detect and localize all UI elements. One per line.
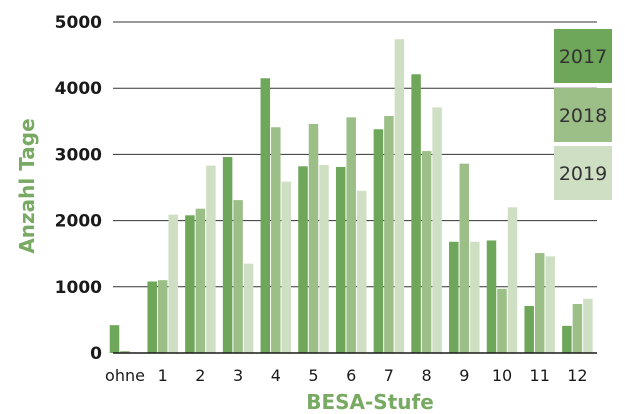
bar-2018-12	[572, 304, 583, 353]
legend-swatch-2019	[554, 146, 612, 200]
x-axis-title: BESA-Stufe	[306, 390, 434, 414]
bar-2017-3	[222, 157, 233, 353]
bar-2019-2	[206, 165, 216, 353]
bar-2017-1	[147, 281, 157, 353]
bar-2017-9	[449, 241, 459, 353]
x-tick-label: 12	[567, 366, 587, 385]
x-tick-label: 5	[308, 366, 318, 385]
y-tick-label: 0	[90, 344, 102, 364]
legend-swatch-2018	[554, 88, 612, 142]
x-tick-label: 1	[158, 366, 168, 385]
bar-2017-6	[335, 166, 346, 353]
bar-2017-2	[185, 215, 195, 353]
bar-2018-4	[271, 127, 281, 354]
bar-2017-11	[524, 305, 534, 353]
bar-2017-12	[562, 325, 572, 353]
bar-2019-1	[168, 214, 178, 353]
legend-swatch-2017	[554, 29, 612, 83]
bar-2018-2	[195, 208, 206, 353]
bar-2019-8	[432, 107, 442, 353]
bar-2017-5	[298, 166, 308, 353]
y-tick-label: 1000	[55, 278, 102, 298]
bar-2018-11	[534, 253, 545, 353]
y-tick-label: 2000	[55, 212, 102, 232]
y-tick-label: 4000	[55, 79, 102, 99]
y-tick-label: 5000	[55, 13, 102, 33]
bar-2019-9	[470, 241, 480, 353]
bar-2017-10	[486, 240, 497, 353]
x-tick-label: 10	[492, 366, 512, 385]
bar-2019-7	[394, 39, 405, 353]
x-tick-label: 4	[271, 366, 281, 385]
bar-2018-3	[233, 200, 243, 353]
y-tick-label: 3000	[55, 145, 102, 165]
bar-2019-10	[507, 207, 518, 353]
x-tick-label: 11	[530, 366, 550, 385]
x-tick-label: 7	[384, 366, 394, 385]
bar-2019-12	[583, 298, 593, 353]
y-axis-title: Anzahl Tage	[15, 118, 39, 253]
x-tick-label: ohne	[105, 366, 145, 385]
bar-2017-8	[411, 74, 421, 353]
y-tick-labels: 0 1000 2000 3000 4000 5000	[55, 13, 102, 364]
bar-2018-ohne	[120, 351, 130, 353]
legend-label: 2018	[559, 105, 607, 127]
x-tick-label: 9	[459, 366, 469, 385]
x-tick-label: 3	[233, 366, 243, 385]
bar-2017-4	[260, 78, 271, 354]
bar-2018-8	[421, 151, 432, 353]
x-tick-label: 2	[195, 366, 205, 385]
bar-2018-10	[497, 288, 507, 353]
bar-2018-9	[459, 163, 470, 353]
bars	[109, 39, 593, 354]
bar-2019-3	[243, 263, 254, 353]
bar-2018-7	[384, 116, 394, 353]
bar-2019-11	[545, 256, 555, 353]
bar-2017-ohne	[109, 325, 120, 353]
bar-2017-7	[373, 129, 384, 353]
legend: 2017 2018 2019	[554, 29, 612, 200]
bar-2019-6	[356, 190, 367, 353]
bar-2018-1	[157, 280, 168, 353]
x-tick-label: 8	[422, 366, 432, 385]
bar-2019-5	[319, 164, 329, 353]
bar-2018-6	[346, 117, 356, 353]
bar-2019-4	[281, 181, 292, 353]
legend-label: 2019	[559, 163, 607, 185]
legend-label: 2017	[559, 46, 607, 68]
x-tick-labels: ohne 1 2 3 4 5 6 7 8 9 10 11 12	[105, 366, 588, 385]
bar-2018-5	[308, 123, 319, 353]
x-tick-label: 6	[346, 366, 356, 385]
